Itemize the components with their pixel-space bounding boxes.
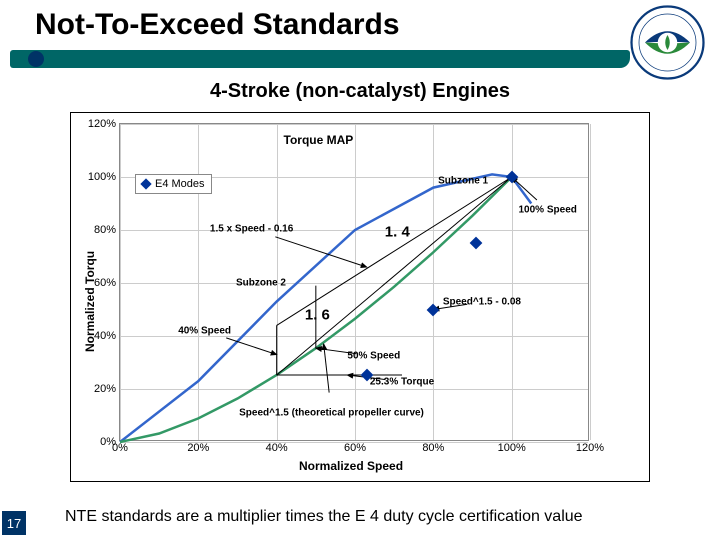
annotation: 50% Speed <box>347 351 400 362</box>
annotation: Speed^1.5 (theoretical propeller curve) <box>239 408 424 419</box>
chart-frame: 0%20%40%60%80%100%120%0%20%40%60%80%100%… <box>70 112 650 482</box>
multiplier-label: 1. 4 <box>385 224 410 241</box>
annotation-arrow <box>512 177 537 200</box>
annotation: Speed^1.5 - 0.08 <box>443 297 521 308</box>
legend-marker-icon <box>140 178 151 189</box>
annotation: 25.3% Torque <box>370 376 434 387</box>
annotation: 40% Speed <box>178 325 231 336</box>
slide-title: Not-To-Exceed Standards <box>35 8 400 42</box>
multiplier-label: 1. 6 <box>305 306 330 323</box>
title-dot <box>28 51 44 67</box>
curve-subzone1-bottom <box>277 177 512 375</box>
x-axis-label: Normalized Speed <box>299 459 403 473</box>
plot-area: 0%20%40%60%80%100%120%0%20%40%60%80%100%… <box>119 123 589 441</box>
annotation: 1.5 x Speed - 0.16 <box>210 223 293 234</box>
page-number: 17 <box>2 511 26 535</box>
annotation-arrow <box>324 344 329 393</box>
annotation: 100% Speed <box>519 204 577 215</box>
footer-text: NTE standards are a multiplier times the… <box>65 508 705 526</box>
legend: E4 Modes <box>135 174 212 194</box>
legend-label: E4 Modes <box>155 178 205 190</box>
chart-title: Torque MAP <box>284 133 354 147</box>
y-axis-label: Normalized Torqu <box>83 251 97 352</box>
annotation: Subzone 2 <box>236 278 286 289</box>
annotation: Subzone 1 <box>438 176 488 187</box>
curve-layer <box>60 64 650 502</box>
